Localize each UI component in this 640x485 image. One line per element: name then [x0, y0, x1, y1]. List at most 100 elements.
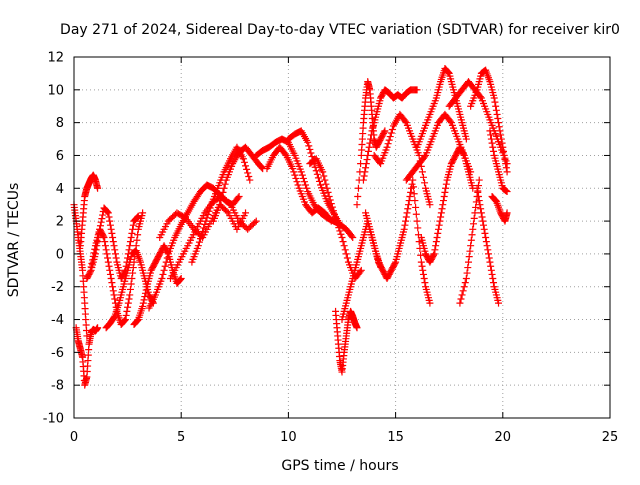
data-point — [461, 279, 469, 287]
data-point — [206, 204, 214, 212]
data-point — [348, 232, 356, 240]
data-point — [314, 174, 322, 182]
data-point — [307, 149, 315, 157]
data-point — [360, 172, 368, 180]
data-point — [133, 236, 141, 244]
data-point — [349, 234, 357, 241]
data-point — [122, 311, 130, 319]
data-point — [442, 180, 450, 188]
data-point — [109, 283, 117, 291]
data-point — [323, 184, 331, 192]
data-point — [139, 302, 147, 310]
data-point — [219, 188, 227, 196]
data-point — [490, 94, 498, 102]
data-point — [388, 125, 396, 133]
data-point — [203, 214, 211, 222]
data-point — [465, 253, 473, 261]
data-point — [438, 205, 446, 213]
data-point — [487, 262, 495, 270]
data-point — [401, 221, 409, 229]
data-point — [498, 139, 506, 147]
data-point — [142, 286, 150, 294]
data-point — [134, 213, 142, 221]
data-point — [415, 151, 423, 159]
data-point — [381, 127, 389, 135]
data-point — [444, 68, 452, 76]
x-tick-label: 15 — [387, 430, 404, 445]
data-point — [258, 164, 266, 172]
data-point — [290, 168, 298, 176]
data-point — [89, 256, 97, 264]
data-point — [439, 201, 447, 209]
data-point — [486, 258, 494, 266]
data-point — [218, 192, 226, 200]
data-point — [477, 205, 485, 213]
data-point — [503, 188, 511, 196]
data-point — [502, 164, 510, 172]
data-point — [86, 268, 94, 276]
data-point — [361, 168, 369, 176]
data-point — [159, 270, 167, 278]
data-point — [242, 209, 250, 217]
data-point — [485, 254, 493, 262]
data-point — [245, 173, 253, 181]
data-point — [291, 171, 299, 179]
data-point — [433, 234, 441, 241]
data-point — [497, 135, 505, 143]
data-point — [242, 162, 250, 170]
data-point — [494, 115, 502, 123]
data-point — [109, 287, 117, 295]
data-point — [326, 216, 334, 224]
data-point — [110, 313, 118, 321]
data-point — [434, 225, 442, 233]
data-point — [133, 317, 141, 325]
series-arc-14 — [263, 143, 335, 225]
data-point — [468, 231, 476, 239]
data-point — [235, 192, 243, 200]
data-point — [205, 207, 213, 215]
data-point — [104, 254, 112, 262]
series-arc-11 — [188, 143, 254, 266]
data-point — [409, 183, 417, 191]
data-point — [299, 174, 307, 182]
data-point — [364, 151, 372, 159]
data-point — [329, 207, 337, 215]
data-point — [474, 187, 482, 195]
data-point — [385, 136, 393, 144]
plot-frame — [73, 56, 611, 419]
data-point — [503, 209, 511, 217]
data-point — [322, 180, 330, 188]
data-point — [489, 143, 497, 151]
data-point — [501, 156, 509, 164]
data-point — [125, 246, 133, 254]
data-point — [432, 242, 440, 250]
data-point — [500, 151, 508, 159]
data-point — [483, 242, 491, 250]
data-point — [419, 266, 427, 274]
data-point — [330, 210, 338, 218]
data-point — [356, 268, 364, 276]
data-point — [102, 246, 110, 254]
data-point — [413, 217, 421, 225]
series-arc-17 — [332, 307, 361, 376]
x-tick-label: 5 — [177, 430, 185, 445]
data-point — [402, 217, 410, 225]
data-point — [432, 238, 440, 246]
data-point — [126, 238, 134, 246]
data-point — [431, 246, 439, 254]
series-arc-7 — [130, 242, 185, 328]
data-point — [160, 266, 168, 274]
data-point — [134, 231, 142, 239]
data-point — [126, 291, 134, 299]
data-point — [126, 285, 134, 293]
data-point — [339, 238, 347, 246]
data-point — [129, 221, 137, 229]
data-point — [103, 207, 111, 215]
data-point — [488, 139, 496, 147]
data-point — [304, 138, 312, 146]
series-arc-22 — [362, 176, 434, 307]
data-point — [475, 176, 483, 184]
data-point — [492, 102, 500, 110]
data-point — [417, 258, 425, 266]
data-point — [503, 168, 511, 176]
